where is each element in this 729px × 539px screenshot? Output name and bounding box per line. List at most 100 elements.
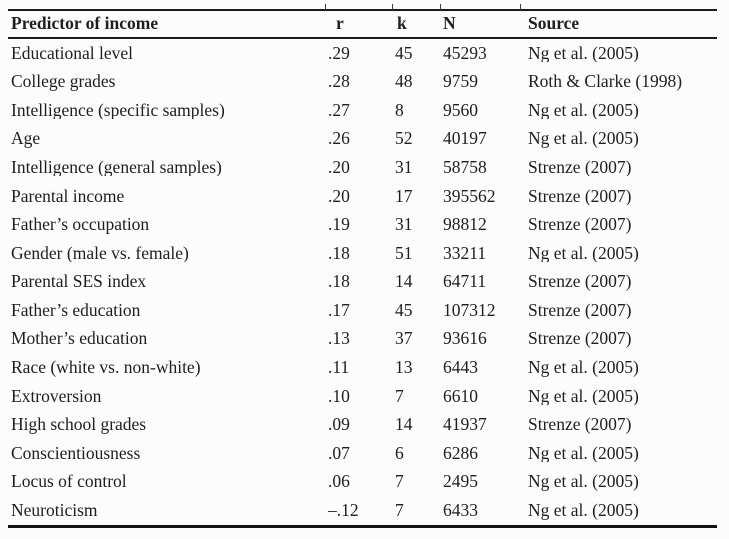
- header-predictor-of-income: Predictor of income: [11, 15, 159, 33]
- cell-r-value: –.12: [328, 502, 359, 520]
- cell-predictor: Extroversion: [11, 387, 102, 406]
- cell-r-value: .11: [328, 359, 350, 377]
- cell-n-value: 6443: [443, 359, 478, 377]
- cell-source: Ng et al. (2005): [528, 387, 639, 406]
- cell-predictor: Educational level: [11, 44, 133, 63]
- cell-source: Roth & Clarke (1998): [528, 73, 683, 91]
- header-source: Source: [528, 15, 580, 33]
- cell-source: Strenze (2007): [528, 301, 632, 320]
- table-row: Neuroticism –.12 7 6433 Ng et al. (2005): [8, 497, 717, 526]
- cell-r-value: .18: [328, 273, 350, 291]
- cell-k-value: 8: [395, 101, 404, 120]
- cell-k-value: 51: [395, 244, 413, 263]
- cell-source: Ng et al. (2005): [528, 244, 639, 263]
- column-divider-tick: [440, 4, 441, 10]
- cell-n-value: 33211: [443, 244, 487, 263]
- cell-n-value: 64711: [443, 273, 487, 291]
- cell-r-value: .27: [328, 101, 350, 120]
- cell-source: Ng et al. (2005): [528, 473, 639, 491]
- cell-k-value: 17: [395, 187, 413, 206]
- cell-r-value: .20: [328, 158, 350, 177]
- cell-r-value: .13: [328, 330, 350, 348]
- cell-r-value: .18: [328, 244, 350, 263]
- column-divider-tick: [325, 4, 326, 10]
- cell-predictor: Mother’s education: [11, 330, 148, 348]
- table-row: Parental income .20 17 395562 Strenze (2…: [8, 182, 717, 211]
- cell-n-value: 2495: [443, 473, 478, 491]
- table-row: High school grades .09 14 41937 Strenze …: [8, 411, 717, 440]
- header-r: r: [336, 15, 344, 33]
- cell-r-value: .07: [328, 444, 350, 463]
- table-row: College grades .28 48 9759 Roth & Clarke…: [8, 68, 717, 97]
- cell-k-value: 7: [395, 473, 404, 491]
- header-k: k: [397, 15, 407, 33]
- table-row: Father’s occupation .19 31 98812 Strenze…: [8, 211, 717, 240]
- cell-n-value: 40197: [443, 130, 487, 148]
- table-row: Age .26 52 40197 Ng et al. (2005): [8, 125, 717, 154]
- cell-predictor: Locus of control: [11, 473, 127, 491]
- cell-k-value: 45: [395, 301, 413, 320]
- cell-predictor: Neuroticism: [11, 502, 98, 520]
- table-row: Mother’s education .13 37 93616 Strenze …: [8, 325, 717, 354]
- cell-source: Ng et al. (2005): [528, 44, 639, 63]
- cell-source: Ng et al. (2005): [528, 359, 639, 377]
- cell-n-value: 45293: [443, 44, 487, 63]
- table-row: Gender (male vs. female) .18 51 33211 Ng…: [8, 239, 717, 268]
- cell-n-value: 107312: [443, 301, 496, 320]
- cell-predictor: Age: [11, 130, 41, 148]
- cell-n-value: 93616: [443, 330, 487, 348]
- table-header-row: Predictor of income r k N Source: [8, 11, 717, 39]
- cell-k-value: 31: [395, 216, 413, 234]
- cell-k-value: 37: [395, 330, 413, 348]
- cell-n-value: 9759: [443, 73, 478, 91]
- cell-r-value: .26: [328, 130, 350, 148]
- cell-r-value: .29: [328, 44, 350, 63]
- cell-n-value: 9560: [443, 101, 478, 120]
- cell-r-value: .09: [328, 416, 350, 434]
- column-divider-tick: [392, 4, 393, 10]
- table-row: Educational level .29 45 45293 Ng et al.…: [8, 39, 717, 68]
- cell-n-value: 41937: [443, 416, 487, 434]
- cell-n-value: 395562: [443, 187, 496, 206]
- cell-source: Strenze (2007): [528, 158, 632, 177]
- cell-predictor: Father’s occupation: [11, 216, 150, 234]
- table-row: Intelligence (specific samples) .27 8 95…: [8, 96, 717, 125]
- table-row: Parental SES index .18 14 64711 Strenze …: [8, 268, 717, 297]
- income-predictors-table: Predictor of income r k N Source Educati…: [8, 4, 717, 529]
- cell-source: Strenze (2007): [528, 273, 632, 291]
- cell-source: Ng et al. (2005): [528, 130, 639, 148]
- cell-n-value: 58758: [443, 158, 487, 177]
- cell-r-value: .06: [328, 473, 350, 491]
- cell-predictor: High school grades: [11, 416, 147, 434]
- table-row: Conscientiousness .07 6 6286 Ng et al. (…: [8, 439, 717, 468]
- cell-predictor: Father’s education: [11, 301, 141, 320]
- cell-r-value: .20: [328, 187, 350, 206]
- cell-predictor: Parental income: [11, 187, 125, 206]
- cell-n-value: 98812: [443, 216, 487, 234]
- cell-predictor: Intelligence (general samples): [11, 158, 222, 177]
- header-n: N: [443, 15, 456, 33]
- cell-source: Strenze (2007): [528, 187, 632, 206]
- cell-predictor: College grades: [11, 73, 116, 91]
- cell-k-value: 7: [395, 387, 404, 406]
- cell-k-value: 48: [395, 73, 413, 91]
- cell-predictor: Gender (male vs. female): [11, 244, 189, 263]
- cell-k-value: 14: [395, 416, 413, 434]
- cell-predictor: Conscientiousness: [11, 444, 141, 463]
- cell-r-value: .17: [328, 301, 350, 320]
- table-row: Intelligence (general samples) .20 31 58…: [8, 153, 717, 182]
- cell-k-value: 31: [395, 158, 413, 177]
- column-divider-tick: [520, 4, 521, 10]
- table-row: Locus of control .06 7 2495 Ng et al. (2…: [8, 468, 717, 497]
- table-body: Educational level .29 45 45293 Ng et al.…: [8, 39, 717, 525]
- cell-source: Strenze (2007): [528, 416, 632, 434]
- cell-n-value: 6286: [443, 444, 478, 463]
- cell-predictor: Race (white vs. non-white): [11, 359, 201, 377]
- cell-k-value: 7: [395, 502, 404, 520]
- cell-source: Strenze (2007): [528, 216, 632, 234]
- cell-n-value: 6433: [443, 502, 478, 520]
- cell-k-value: 45: [395, 44, 413, 63]
- cell-source: Strenze (2007): [528, 330, 632, 348]
- table-row: Race (white vs. non-white) .11 13 6443 N…: [8, 354, 717, 383]
